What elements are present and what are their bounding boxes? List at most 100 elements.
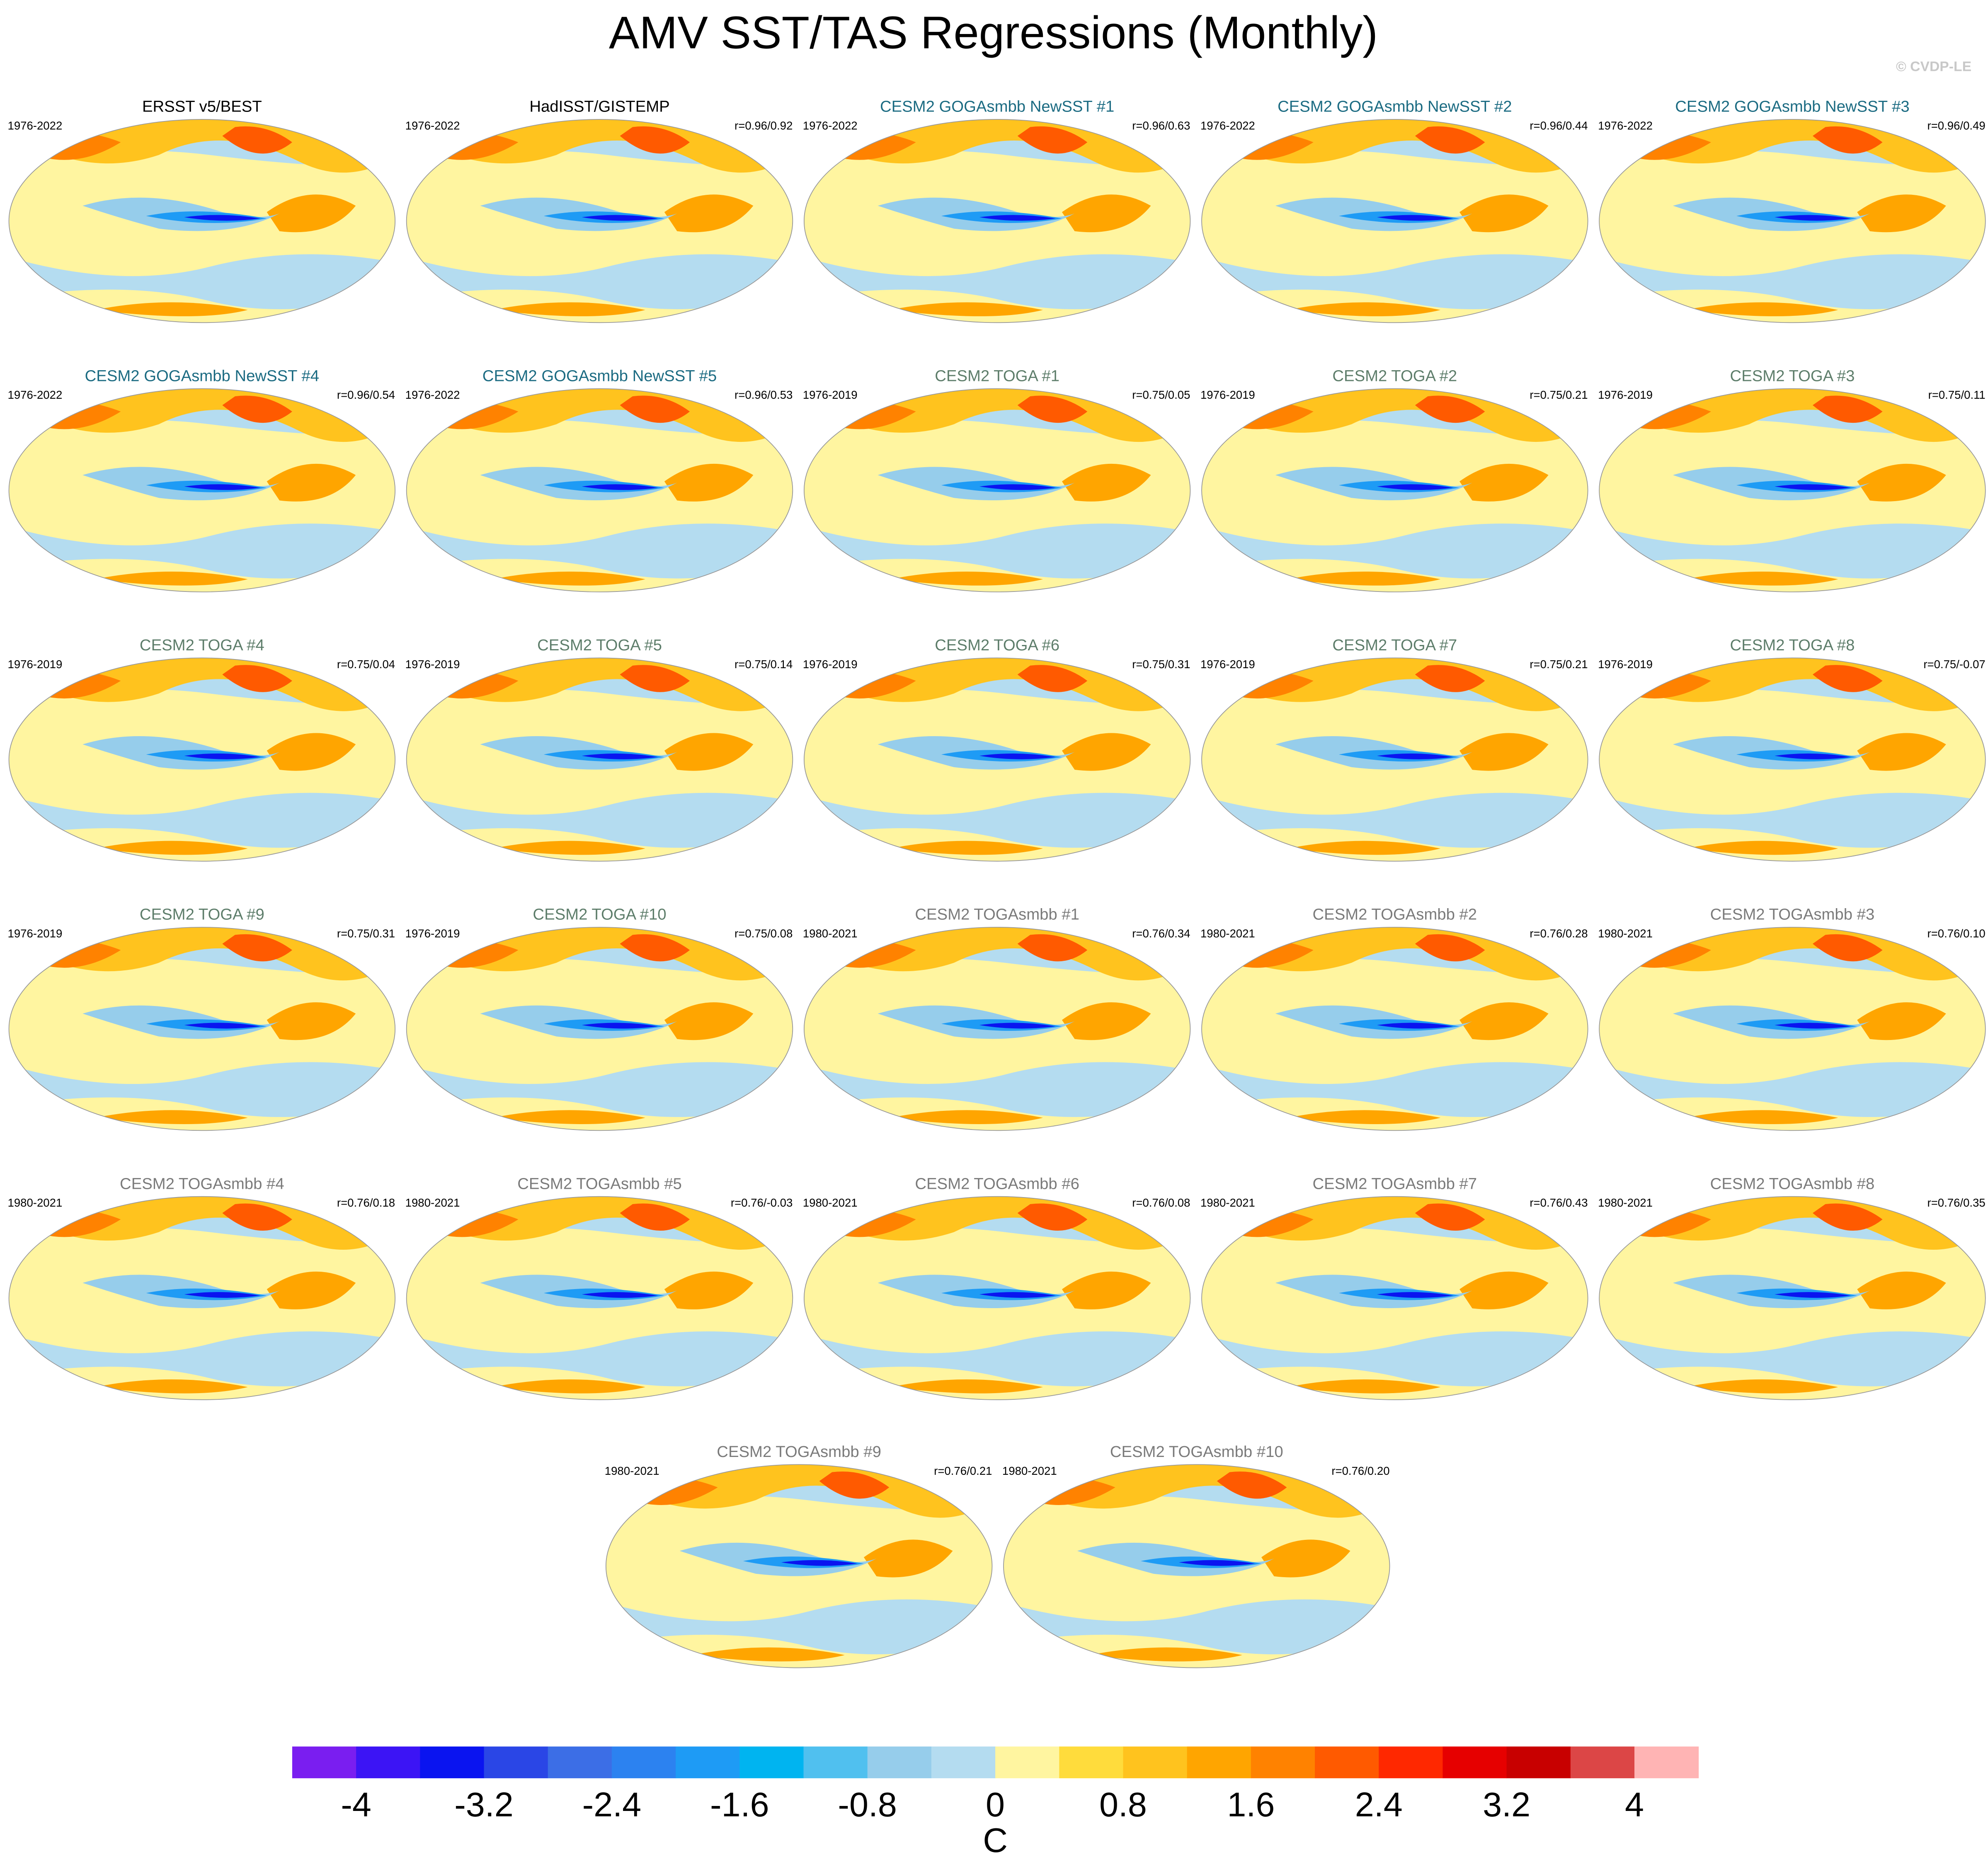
panel-title: CESM2 TOGA #10 <box>533 906 666 924</box>
map-panel: ERSST v5/BEST 1976-2022 <box>6 98 398 327</box>
panel-correlation: r=0.75/-0.07 <box>1923 658 1985 671</box>
color-box <box>484 1746 548 1779</box>
figure-title: AMV SST/TAS Regressions (Monthly) <box>609 7 1378 58</box>
panel-title: ERSST v5/BEST <box>142 98 262 116</box>
colorbar-tick-label: 1.6 <box>1227 1785 1275 1824</box>
regression-map <box>404 117 795 327</box>
panel-title: HadISST/GISTEMP <box>529 98 669 116</box>
map-panel: CESM2 TOGA #3 1976-2019 r=0.75/0.11 <box>1597 367 1988 596</box>
colorbar-tick-label: 2.4 <box>1355 1785 1403 1824</box>
panel-correlation: r=0.76/0.18 <box>337 1196 395 1209</box>
panel-years: 1980-2021 <box>1002 1464 1057 1477</box>
color-box <box>292 1746 357 1779</box>
map-panel: CESM2 TOGA #2 1976-2019 r=0.75/0.21 <box>1199 367 1590 596</box>
panel-correlation: r=0.96/0.92 <box>735 119 793 132</box>
panel-title: CESM2 TOGAsmbb #10 <box>1110 1443 1283 1461</box>
panel-correlation: r=0.76/0.08 <box>1132 1196 1190 1209</box>
map-panel: CESM2 TOGA #7 1976-2019 r=0.75/0.21 <box>1199 636 1590 865</box>
regression-map <box>6 386 398 596</box>
map-panel: CESM2 TOGAsmbb #2 1980-2021 r=0.76/0.28 <box>1199 906 1590 1134</box>
panel-correlation: r=0.75/0.21 <box>1530 658 1588 671</box>
map-panel: HadISST/GISTEMP 1976-2022 r=0.96/0.92 <box>404 98 795 327</box>
map-panel: CESM2 GOGAsmbb NewSST #4 1976-2022 r=0.96/… <box>6 367 398 596</box>
panel-title: CESM2 TOGA #1 <box>935 367 1059 385</box>
colorbar-label: C <box>983 1821 1008 1859</box>
panel-years: 1976-2022 <box>7 119 62 132</box>
panel-title: CESM2 TOGAsmbb #2 <box>1313 906 1477 924</box>
panel-years: 1980-2021 <box>605 1464 659 1477</box>
regression-map <box>1597 655 1988 865</box>
regression-map <box>802 1194 1193 1404</box>
panel-years: 1976-2019 <box>7 927 62 940</box>
color-box <box>1379 1746 1443 1779</box>
colorbar-tick-label: -0.8 <box>838 1785 897 1824</box>
panel-correlation: r=0.75/0.08 <box>735 927 793 940</box>
color-box <box>867 1746 932 1779</box>
panel-years: 1976-2022 <box>803 119 858 132</box>
color-box <box>1251 1746 1315 1779</box>
regression-map <box>1199 1194 1590 1404</box>
panel-years: 1980-2021 <box>7 1196 62 1209</box>
map-panel: CESM2 TOGA #1 1976-2019 r=0.75/0.05 <box>802 367 1193 596</box>
panel-years: 1976-2019 <box>7 658 62 671</box>
panel-correlation: r=0.75/0.04 <box>337 658 395 671</box>
panel-title: CESM2 GOGAsmbb NewSST #5 <box>482 367 717 385</box>
map-panel: CESM2 GOGAsmbb NewSST #1 1976-2022 r=0.96/… <box>802 98 1193 327</box>
colorbar-tick-label: 4 <box>1625 1785 1644 1824</box>
map-panel: CESM2 TOGAsmbb #4 1980-2021 r=0.76/0.18 <box>6 1175 398 1403</box>
map-panel: CESM2 TOGA #8 1976-2019 r=0.75/-0.07 <box>1597 636 1988 865</box>
color-box <box>548 1746 612 1779</box>
panel-years: 1980-2021 <box>803 1196 858 1209</box>
regression-map <box>802 925 1193 1134</box>
map-panel: CESM2 TOGAsmbb #10 1980-2021 r=0.76/0.20 <box>1001 1443 1392 1672</box>
regression-map <box>6 925 398 1134</box>
panel-years: 1980-2021 <box>405 1196 460 1209</box>
panel-years: 1976-2022 <box>1200 119 1255 132</box>
panel-correlation: r=0.96/0.49 <box>1927 119 1986 132</box>
panel-years: 1980-2021 <box>1598 1196 1653 1209</box>
color-box <box>1634 1746 1699 1779</box>
map-panel: CESM2 TOGAsmbb #6 1980-2021 r=0.76/0.08 <box>802 1175 1193 1403</box>
regression-map <box>802 117 1193 327</box>
color-box <box>803 1746 868 1779</box>
panel-correlation: r=0.76/0.28 <box>1530 927 1588 940</box>
color-box <box>739 1746 804 1779</box>
panel-correlation: r=0.75/0.05 <box>1132 388 1190 401</box>
regression-map <box>802 386 1193 596</box>
panel-title: CESM2 TOGA #6 <box>935 636 1059 654</box>
color-box <box>931 1746 996 1779</box>
panel-years: 1980-2021 <box>1200 927 1255 940</box>
panel-title: CESM2 TOGA #9 <box>140 906 264 924</box>
panel-correlation: r=0.75/0.21 <box>1530 388 1588 401</box>
panel-years: 1976-2019 <box>1200 388 1255 401</box>
color-box <box>676 1746 740 1779</box>
panel-years: 1980-2021 <box>1200 1196 1255 1209</box>
colorbar-tick-label: -1.6 <box>710 1785 769 1824</box>
panel-correlation: r=0.76/0.43 <box>1530 1196 1588 1209</box>
panel-title: CESM2 TOGAsmbb #4 <box>120 1175 284 1193</box>
panel-correlation: r=0.75/0.31 <box>337 927 395 940</box>
panel-correlation: r=0.96/0.44 <box>1530 119 1588 132</box>
panels: ERSST v5/BEST 1976-2022 HadISST/GISTEMP 197… <box>6 98 1988 1672</box>
colorbar-tick-label: -4 <box>341 1785 371 1824</box>
regression-map <box>802 655 1193 865</box>
map-panel: CESM2 TOGA #5 1976-2019 r=0.75/0.14 <box>404 636 795 865</box>
map-panel: CESM2 TOGAsmbb #8 1980-2021 r=0.76/0.35 <box>1597 1175 1988 1403</box>
colorbar-tick-label: 3.2 <box>1483 1785 1530 1824</box>
panel-correlation: r=0.76/0.21 <box>934 1464 992 1477</box>
panel-title: CESM2 TOGAsmbb #7 <box>1313 1175 1477 1193</box>
panel-years: 1976-2022 <box>1598 119 1653 132</box>
panel-years: 1976-2019 <box>405 658 460 671</box>
regression-map <box>1597 925 1988 1134</box>
panel-title: CESM2 GOGAsmbb NewSST #3 <box>1675 98 1909 116</box>
color-box <box>1123 1746 1188 1779</box>
regression-map <box>1597 386 1988 596</box>
map-panel: CESM2 TOGAsmbb #5 1980-2021 r=0.76/-0.03 <box>404 1175 795 1403</box>
credit: © CVDP-LE <box>1896 59 1971 75</box>
regression-map <box>404 386 795 596</box>
colorbar: -4 -3.2 -2.4 -1.6 -0.8 0 0.8 1.6 2.4 3.2 4 C <box>292 1746 1699 1859</box>
color-box <box>1059 1746 1124 1779</box>
color-box <box>1187 1746 1251 1779</box>
